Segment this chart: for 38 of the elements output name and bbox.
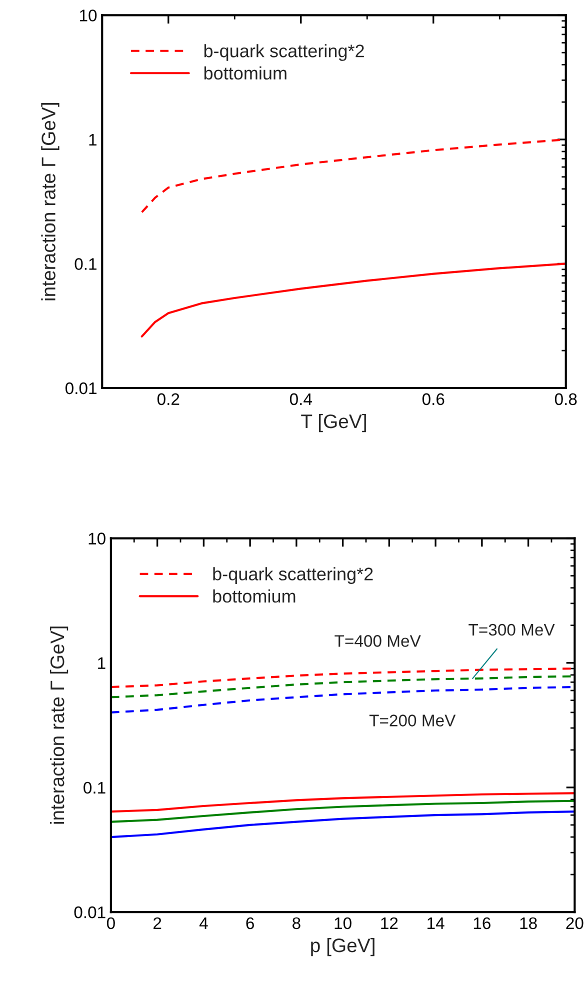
y-tick-label: 0.01 — [74, 906, 106, 918]
y-tick-label: 0.1 — [84, 782, 106, 794]
line-series — [110, 792, 575, 813]
x-tick-label: 0.6 — [422, 393, 444, 406]
y-tick-label: 0.01 — [65, 382, 96, 394]
x-tick-label: 0.4 — [290, 393, 312, 406]
legend-label: bottomium — [204, 66, 286, 80]
x-axis-title: p [GeV] — [311, 938, 374, 956]
x-tick-label: 0 — [106, 917, 115, 930]
y-tick-label: 1 — [98, 657, 106, 669]
x-tick-label: 6 — [246, 917, 254, 930]
y-tick-label: 10 — [88, 532, 106, 544]
legend-label: b-quark scattering*2 — [204, 44, 364, 61]
x-tick-label: 12 — [381, 917, 398, 929]
annotation: T=400 MeV — [334, 635, 421, 647]
line-series — [110, 810, 575, 838]
x-tick-label: 20 — [566, 917, 584, 930]
y-tick-label: 0.1 — [74, 258, 96, 270]
x-axis-title: T [GeV] — [301, 414, 366, 432]
x-tick-label: 18 — [520, 917, 537, 930]
line-series — [110, 800, 575, 823]
x-tick-label: 14 — [428, 918, 444, 929]
y-axis-title: interaction rate Γ [GeV] — [41, 103, 60, 300]
x-tick-label: 0.8 — [554, 393, 577, 406]
x-tick-label: 10 — [334, 917, 352, 930]
annotation: T=300 MeV — [468, 624, 555, 636]
x-tick-label: 4 — [199, 918, 208, 929]
x-tick-label: 8 — [292, 917, 300, 930]
legend-label: bottomium — [213, 589, 296, 603]
legend-label: b-quark scattering*2 — [213, 567, 373, 584]
y-axis-title: interaction rate Γ [GeV] — [50, 626, 68, 824]
y-tick-label: 1 — [89, 134, 96, 146]
x-tick-label: 16 — [474, 917, 490, 930]
x-tick-label: 2 — [154, 917, 162, 929]
line-series — [140, 262, 566, 338]
x-tick-label: 0.2 — [157, 393, 180, 406]
annotation: T=200 MeV — [369, 714, 456, 726]
y-tick-label: 10 — [80, 10, 97, 22]
